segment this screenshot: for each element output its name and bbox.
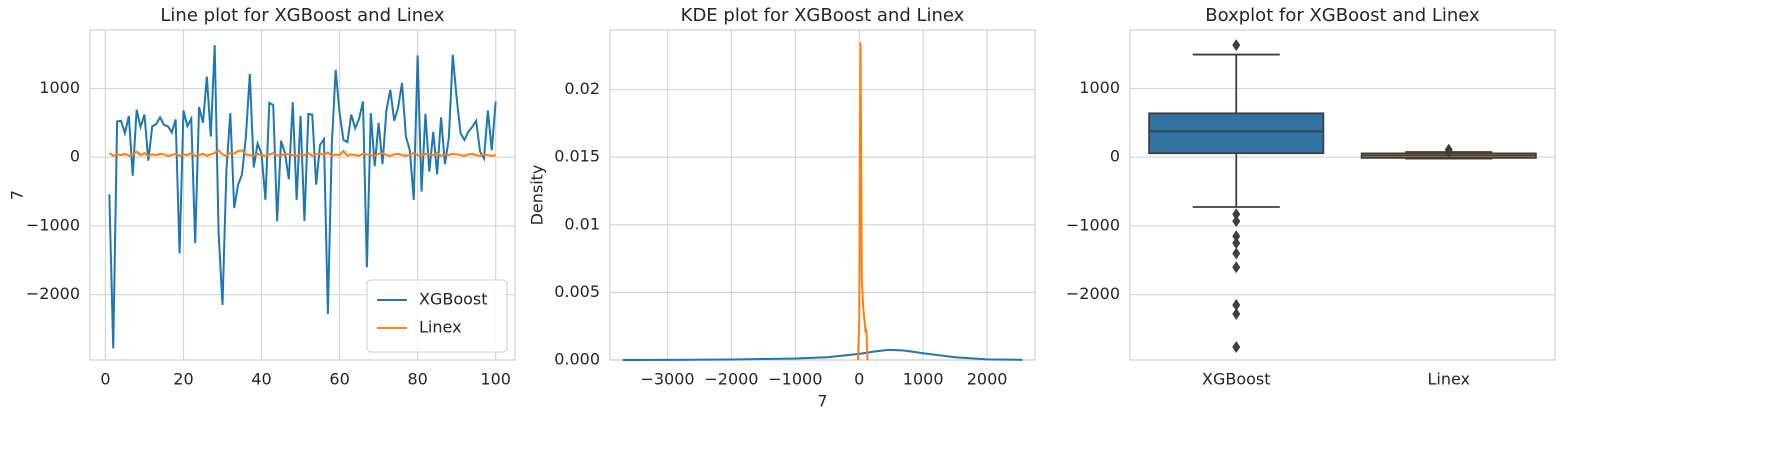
y-tick-label: −1000	[1066, 215, 1120, 234]
x-tick-label: XGBoost	[1202, 370, 1271, 389]
x-tick-label: 60	[329, 370, 349, 389]
x-axis-label: 7	[817, 392, 827, 411]
y-tick-label: 0	[1110, 147, 1120, 166]
legend-label: Linex	[419, 318, 462, 337]
outlier	[1232, 39, 1241, 52]
y-axis-label: Density	[528, 165, 547, 226]
y-tick-label: 0.015	[554, 147, 600, 166]
outlier	[1444, 143, 1453, 156]
outlier	[1232, 215, 1241, 228]
y-axis-label: 7	[8, 190, 27, 200]
line-series	[108, 45, 497, 349]
legend: XGBoost Linex	[366, 279, 508, 353]
chart-title: KDE plot for XGBoost and Linex	[681, 5, 965, 26]
x-tick-label: −2000	[704, 370, 758, 389]
axes-frame	[1129, 29, 1556, 361]
chart-title: Line plot for XGBoost and Linex	[160, 5, 445, 26]
x-tick-label: 80	[407, 370, 427, 389]
x-tick-label: 0	[100, 370, 110, 389]
legend-box	[366, 279, 508, 353]
y-tick-label: −2000	[1066, 284, 1120, 303]
x-tick-label: −3000	[640, 370, 694, 389]
y-tick-label: 0	[70, 147, 80, 166]
x-tick-label: −1000	[768, 370, 822, 389]
y-tick-label: 1000	[1079, 78, 1120, 97]
y-tick-label: 0.01	[564, 214, 600, 233]
y-tick-label: 1000	[39, 78, 80, 97]
outlier	[1232, 208, 1241, 221]
outlier	[1232, 299, 1241, 311]
legend-label: XGBoost	[419, 290, 488, 309]
y-tick-label: −1000	[26, 215, 80, 234]
line-series	[622, 348, 1023, 361]
box	[1148, 112, 1325, 155]
x-tick-label: 100	[480, 370, 511, 389]
x-tick-label: 0	[854, 370, 864, 389]
axes-frame	[609, 29, 1036, 361]
y-tick-label: 0.005	[554, 282, 600, 301]
axes-frame	[89, 29, 516, 361]
x-tick-label: 40	[251, 370, 271, 389]
outlier	[1232, 261, 1241, 274]
outlier	[1232, 307, 1241, 320]
y-tick-label: 0.000	[554, 350, 600, 369]
outlier	[1232, 340, 1241, 353]
y-tick-label: −2000	[26, 284, 80, 303]
x-tick-label: Linex	[1427, 370, 1470, 389]
outlier	[1232, 237, 1241, 250]
line-series	[108, 148, 496, 157]
x-tick-label: 20	[173, 370, 193, 389]
line-series	[856, 42, 869, 361]
x-tick-label: 2000	[967, 370, 1008, 389]
y-tick-label: 0.02	[564, 79, 600, 98]
outlier	[1232, 247, 1241, 260]
x-tick-label: 1000	[903, 370, 944, 389]
outlier	[1232, 230, 1241, 243]
chart-title: Boxplot for XGBoost and Linex	[1205, 5, 1480, 26]
